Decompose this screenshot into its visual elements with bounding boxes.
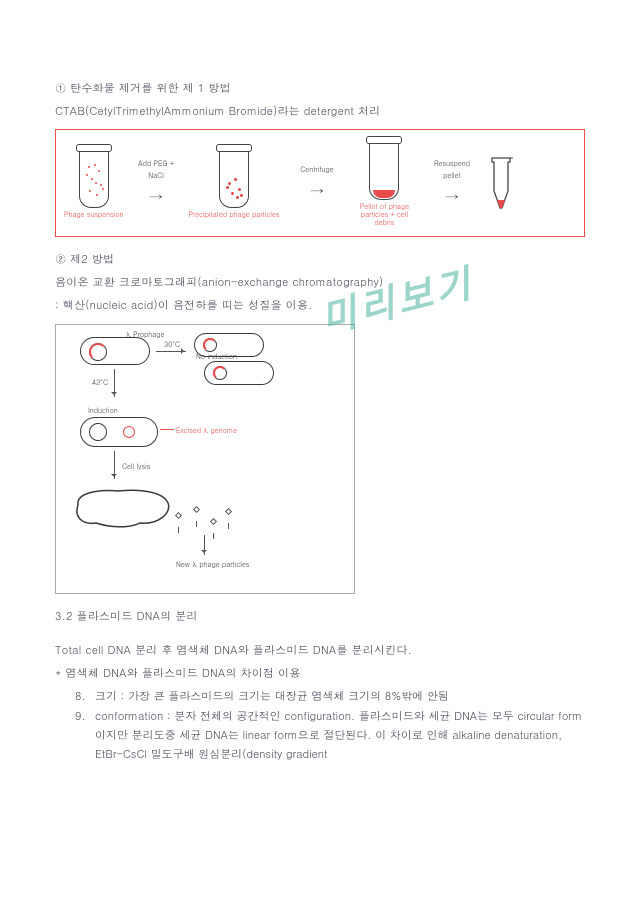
list-number: 9.	[75, 708, 86, 727]
fig2-prophage-label: λ Prophage	[126, 329, 164, 341]
cell-noinduction-2	[204, 361, 274, 385]
heading-method1-sub: CTAB(CetylTrimethylAmmonium Bromide)라는 d…	[55, 103, 585, 122]
phage-particle	[226, 503, 231, 534]
fig1-label-pellet: Pellet of phage particles + cell debris	[354, 203, 414, 226]
list-item: 9. conformation : 분자 전체의 공간적인 configurati…	[75, 708, 585, 764]
arrow-right-icon: →	[149, 185, 163, 209]
cell-prophage	[80, 337, 150, 365]
fig2-noinduction-label: No induction	[196, 351, 237, 363]
fig1-arrow1-label: Add PEG + NaCl	[134, 158, 179, 182]
eppendorf-tube	[489, 156, 513, 211]
fig1-arrow2-label: Centrifuge	[300, 164, 333, 176]
phage-particle	[194, 501, 199, 532]
fig2-newphage-label: New λ phage particles	[176, 559, 249, 571]
figure-1-phage-precipitation: Phage suspension Add PEG + NaCl → Precip…	[55, 129, 585, 237]
figure-2-lambda-induction: λ Prophage 30°C No induction 42°C Induct…	[55, 324, 355, 594]
lysed-cell	[68, 485, 178, 530]
phage-particle	[176, 507, 181, 538]
list-text: conformation : 분자 전체의 공간적인 configuration…	[95, 709, 582, 761]
totalcell-line: Total cell DNA 분리 후 염색체 DNA와 플라스미드 DNA를 …	[55, 642, 585, 661]
fig1-arrow3-label: Resuspend pellet	[424, 158, 479, 182]
list-item: 8. 크기 : 가장 큰 플라스미드의 크기는 대장균 염색체 크기의 8%밖에 …	[75, 688, 585, 707]
tube-phage-suspension	[79, 148, 109, 208]
method2-line1: 음이온 교환 크로마토그래피(anion-exchange chromatogr…	[55, 274, 585, 293]
arrow-right-icon: →	[310, 179, 324, 203]
fig1-label-precipitated: Precipitated phage particles	[189, 211, 280, 219]
fig1-label-suspension: Phage suspension	[64, 211, 124, 219]
fig2-temp-high: 42°C	[92, 377, 108, 389]
numbered-list: 8. 크기 : 가장 큰 플라스미드의 크기는 대장균 염색체 크기의 8%밖에 …	[55, 688, 585, 765]
excised-genome-icon	[123, 426, 135, 438]
fig2-induction-label: Induction	[88, 405, 118, 417]
bullet-differences: * 염색체 DNA와 플라스미드 DNA의 차이점 이용	[55, 665, 585, 684]
tube-precipitated	[219, 148, 249, 208]
tube-pellet	[369, 140, 399, 200]
cell-induced	[80, 417, 158, 447]
list-text: 크기 : 가장 큰 플라스미드의 크기는 대장균 염색체 크기의 8%밖에 안됨	[95, 689, 449, 704]
fig2-lysis-label: Cell lysis	[122, 461, 150, 473]
section-3.2-title: 3.2 플라스미드 DNA의 분리	[55, 608, 585, 627]
phage-particle	[211, 513, 216, 544]
method2-line2: : 핵산(nucleic acid)이 음전하를 띠는 성질을 이용.	[55, 297, 585, 316]
heading-method1: ① 탄수화물 제거를 위한 제 1 방법	[55, 80, 585, 99]
fig2-excised-label: Excised λ genome	[176, 425, 237, 437]
heading-method2: ② 제2 방법	[55, 251, 585, 270]
arrow-right-icon: →	[445, 185, 459, 209]
fig2-temp-low: 30°C	[164, 339, 180, 351]
list-number: 8.	[75, 688, 86, 707]
